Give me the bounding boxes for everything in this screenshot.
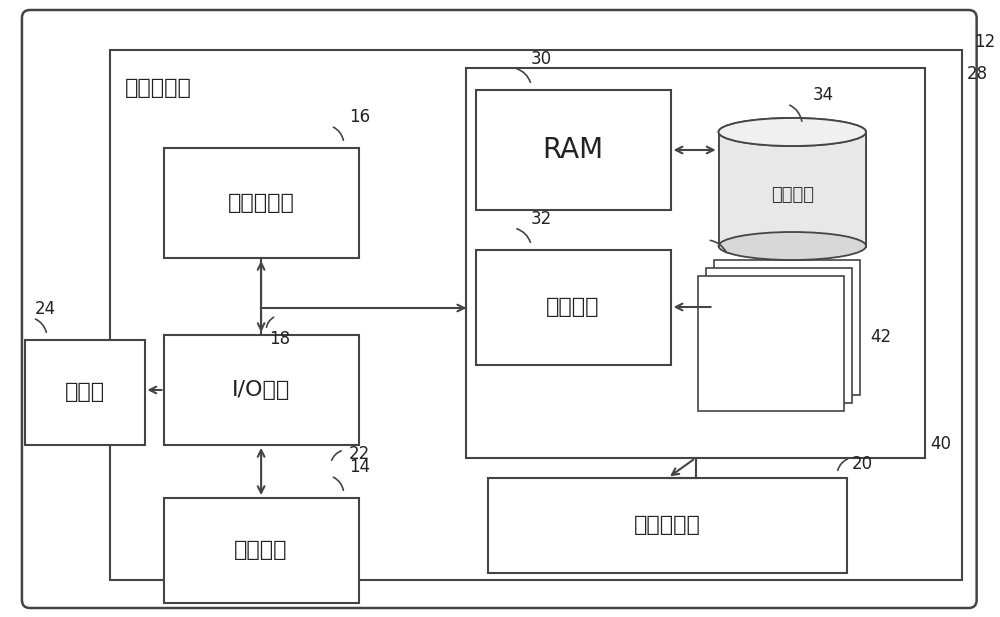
FancyBboxPatch shape	[22, 10, 977, 608]
Text: 14: 14	[349, 458, 370, 476]
Text: 计算机设备: 计算机设备	[125, 78, 191, 98]
Text: 34: 34	[812, 86, 833, 104]
Bar	[164, 498, 359, 603]
Text: 20: 20	[852, 455, 873, 473]
Bar	[719, 132, 866, 247]
Bar	[714, 260, 860, 395]
Text: 显示器: 显示器	[65, 382, 105, 402]
Text: 24: 24	[35, 300, 56, 318]
Bar	[476, 250, 671, 365]
Text: 处理器单元: 处理器单元	[228, 193, 295, 213]
Text: 30: 30	[531, 50, 552, 68]
Text: 32: 32	[531, 210, 552, 228]
Text: 存储系统: 存储系统	[771, 186, 814, 204]
Text: 28: 28	[967, 65, 988, 83]
Bar	[110, 50, 962, 580]
Ellipse shape	[719, 118, 866, 146]
Text: 18: 18	[269, 330, 290, 348]
Bar	[698, 276, 844, 411]
Text: 22: 22	[349, 445, 370, 463]
Text: 网络适配器: 网络适配器	[634, 515, 701, 535]
Text: RAM: RAM	[542, 136, 604, 164]
Bar	[719, 132, 866, 247]
Text: 高速缓存: 高速缓存	[546, 297, 600, 317]
Ellipse shape	[719, 232, 866, 260]
Text: I/O接口: I/O接口	[232, 380, 290, 400]
Bar	[706, 268, 852, 403]
Text: 16: 16	[349, 108, 370, 126]
Text: 12: 12	[974, 33, 995, 51]
Bar	[476, 90, 671, 210]
Bar	[488, 478, 847, 573]
Bar	[164, 148, 359, 258]
Bar	[25, 340, 145, 445]
Text: 外部设备: 外部设备	[234, 540, 288, 560]
Ellipse shape	[719, 118, 866, 146]
Bar	[466, 68, 925, 458]
Text: 42: 42	[870, 328, 891, 346]
Bar	[164, 335, 359, 445]
Text: 40: 40	[930, 435, 951, 453]
